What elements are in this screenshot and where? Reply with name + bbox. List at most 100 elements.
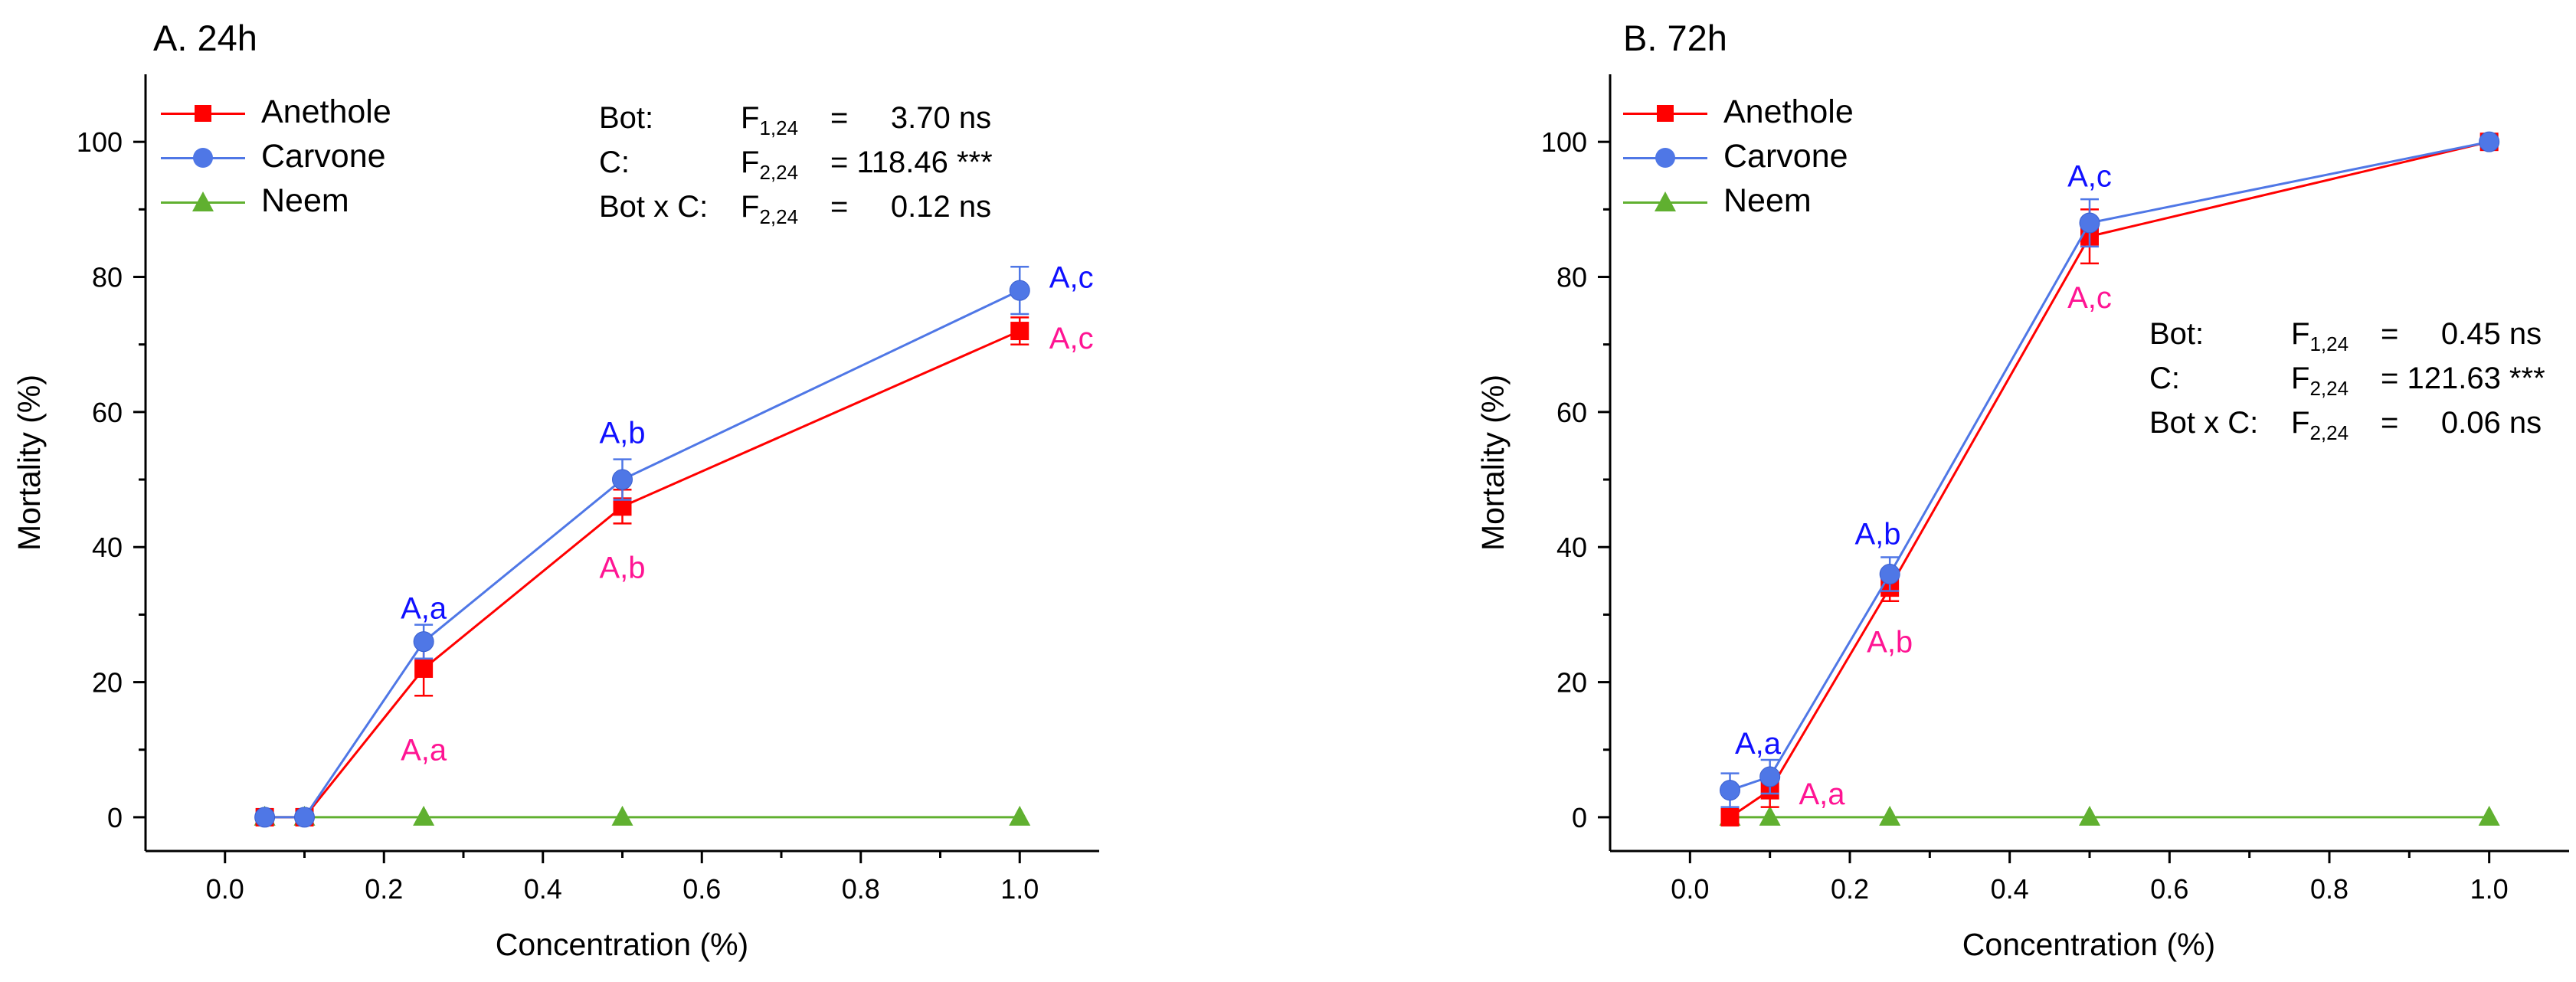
data-point-carvone [2079,212,2100,234]
annotation-label: A,b [1867,626,1913,660]
data-point-anethole [1720,807,1740,827]
annotation-label: A,b [599,552,645,585]
y-tick-label: 100 [1541,126,1587,158]
x-tick-label: 1.0 [2470,873,2509,905]
legend-label-carvone: Carvone [261,138,386,175]
legend-circle-marker-icon [193,148,213,168]
y-tick-label: 0 [1572,802,1587,833]
stats-value: = 121.63 *** [2381,362,2545,395]
stats-f-letter: F [2291,362,2310,395]
panel-24h: 0.0 0.2 0.4 0.6 0.8 1.0 0 20 40 60 80 100 Concentrat… [11,18,1099,962]
y-tick-label: 20 [1556,667,1587,699]
chart-title-72h: B. 72h [1623,18,1727,58]
annotation-label: A,b [599,416,645,450]
stats-f: F2,24 [741,146,798,185]
stats-f: F2,24 [2291,406,2349,445]
data-point-neem [2478,805,2500,826]
data-point-carvone [413,631,434,653]
annotation-label: A,a [1735,727,1782,761]
y-tick-label: 60 [92,397,123,428]
x-tick-label: 0.8 [2310,873,2349,905]
y-tick-label: 60 [1556,397,1587,428]
legend-label-carvone: Carvone [1723,138,1848,175]
x-tick-label: 0.4 [524,873,562,905]
stats-value: = 3.70 ns [830,101,992,135]
legend-label-neem: Neem [1723,182,1812,219]
stats-f: F2,24 [741,190,798,229]
stats-df: 2,24 [759,161,799,184]
data-point-neem [1879,805,1901,826]
x-tick-label: 0.2 [365,873,403,905]
stats-f-letter: F [2291,317,2310,351]
data-point-carvone [612,469,633,490]
stats-df: 2,24 [2309,421,2349,444]
x-tick-label: 0.2 [1831,873,1869,905]
annotation-label: A,a [401,734,447,768]
stats-df: 2,24 [759,205,799,228]
annotation-label: A,b [1854,518,1900,552]
data-point-anethole [1010,322,1029,341]
stats-label: Bot: [2149,317,2204,351]
data-point-neem [1759,805,1781,826]
y-axis-title: Mortality (%) [11,375,47,551]
legend-triangle-marker-icon [192,191,214,211]
stats-label: C: [2149,362,2180,395]
data-point-carvone [294,807,315,828]
data-point-carvone [1759,766,1781,787]
data-point-neem [1009,805,1031,826]
y-tick-label: 100 [77,126,123,158]
stats-label: C: [599,146,630,179]
stats-df: 1,24 [2309,332,2349,355]
y-tick-label: 80 [1556,262,1587,293]
stats-df: 1,24 [759,116,799,139]
y-tick-label: 20 [92,667,123,699]
data-point-neem [611,805,633,826]
legend-label-neem: Neem [261,182,349,219]
y-axis-title: Mortality (%) [1475,375,1511,551]
stats-label: Bot: [599,101,654,135]
stats-df: 2,24 [2309,377,2349,400]
data-point-carvone [254,807,276,828]
y-tick-label: 40 [92,532,123,563]
legend-label-anethole: Anethole [1723,93,1854,130]
stats-label: Bot x C: [599,190,709,224]
y-tick-label: 40 [1556,532,1587,563]
stats-value: = 0.45 ns [2381,317,2542,351]
y-tick-label: 0 [107,802,123,833]
stats-f-letter: F [741,101,760,135]
stats-f: F1,24 [2291,317,2349,356]
stats-f: F1,24 [741,101,798,140]
annotation-label: A,a [1799,777,1845,811]
legend-square-marker-icon [1657,105,1674,122]
x-tick-label: 0.8 [842,873,880,905]
series-line-carvone [1730,140,2489,792]
stats-label: Bot x C: [2149,406,2259,440]
stats-value: = 0.12 ns [830,190,992,224]
legend-circle-marker-icon [1655,148,1675,168]
chart-24h: 0.0 0.2 0.4 0.6 0.8 1.0 0 20 40 60 80 100 Concentrat… [11,74,1099,962]
annotation-label: A,c [1049,261,1094,295]
annotation-label: A,a [401,592,447,626]
stats-f-letter: F [2291,406,2310,440]
legend-label-anethole: Anethole [261,93,391,130]
x-axis-title: Concentration (%) [496,927,748,962]
data-point-carvone [1720,780,1740,801]
x-tick-label: 0.0 [206,873,244,905]
chart-72h: 0.0 0.2 0.4 0.6 0.8 1.0 0 20 40 60 80 100 Concentrat… [1475,74,2569,962]
stats-f-letter: F [741,190,760,224]
data-point-neem [413,805,435,826]
stats-f: F2,24 [2291,362,2349,401]
annotation-label: A,c [2067,281,2112,315]
legend-triangle-marker-icon [1655,191,1676,211]
x-tick-label: 0.6 [682,873,721,905]
stats-value: = 118.46 *** [830,146,993,179]
data-point-anethole [414,659,434,678]
stats-value: = 0.06 ns [2381,406,2542,440]
x-tick-label: 1.0 [1000,873,1039,905]
x-axis-title: Concentration (%) [1962,927,2215,962]
y-tick-label: 80 [92,262,123,293]
panel-72h: 0.0 0.2 0.4 0.6 0.8 1.0 0 20 40 60 80 100 Concentrat… [1288,0,2575,982]
legend-square-marker-icon [195,105,211,122]
data-point-carvone [2479,131,2500,152]
chart-title-24h: A. 24h [153,18,257,58]
